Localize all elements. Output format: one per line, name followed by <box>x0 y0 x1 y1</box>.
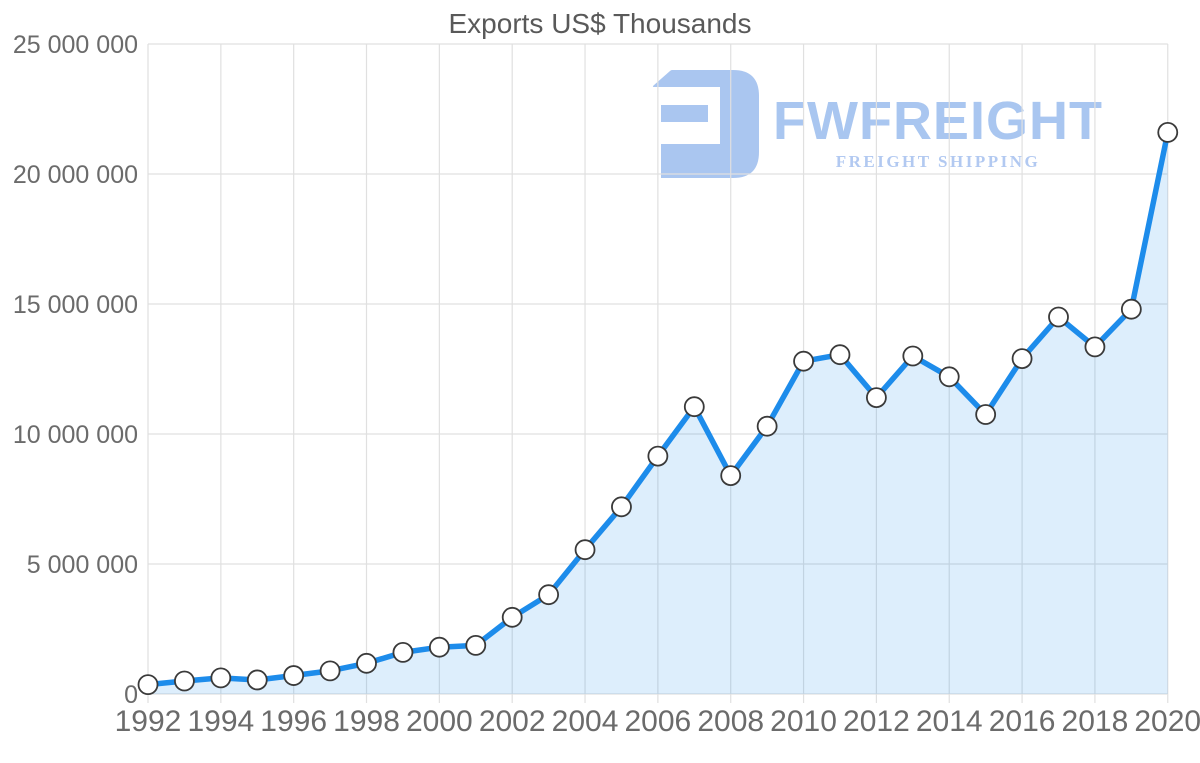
x-tick-label: 2010 <box>770 705 837 738</box>
data-point-1994[interactable] <box>210 667 232 689</box>
x-tick-label: 2020 <box>1134 705 1200 738</box>
watermark-text: FWFREIGHT FREIGHT SHIPPING <box>773 70 1103 172</box>
x-tick-label: 2004 <box>552 705 619 738</box>
y-tick-label: 15 000 000 <box>13 291 138 319</box>
x-tick-label: 2018 <box>1062 705 1129 738</box>
y-tick-label: 10 000 000 <box>13 421 138 449</box>
data-point-2019[interactable] <box>1120 298 1142 320</box>
x-tick-label: 1994 <box>187 705 254 738</box>
y-tick-label: 20 000 000 <box>13 161 138 189</box>
data-point-2015[interactable] <box>975 404 997 425</box>
data-point-1995[interactable] <box>246 669 268 691</box>
data-point-2018[interactable] <box>1084 336 1106 358</box>
data-point-2002[interactable] <box>501 606 523 628</box>
y-tick-label: 5 000 000 <box>27 551 138 579</box>
chart-title: Exports US$ Thousands <box>448 8 752 39</box>
data-point-2013[interactable] <box>902 345 924 367</box>
area-fill <box>148 132 1168 694</box>
data-point-1997[interactable] <box>319 660 341 682</box>
x-tick-label: 2012 <box>843 705 910 738</box>
x-tick-label: 2014 <box>916 705 983 738</box>
x-tick-label: 1992 <box>115 705 182 738</box>
data-point-1993[interactable] <box>174 670 195 692</box>
watermark: FWFREIGHT FREIGHT SHIPPING <box>646 70 1103 185</box>
data-point-2011[interactable] <box>829 344 851 366</box>
y-tick-label: 0 <box>124 681 138 709</box>
data-point-2001[interactable] <box>465 634 487 656</box>
data-point-2012[interactable] <box>866 387 887 409</box>
data-point-2020[interactable] <box>1157 121 1179 143</box>
fwfreight-logo-icon <box>646 70 759 185</box>
data-point-1999[interactable] <box>392 642 414 663</box>
data-point-1998[interactable] <box>356 652 377 674</box>
x-tick-label: 2008 <box>697 705 764 738</box>
data-point-2009[interactable] <box>756 415 778 437</box>
data-point-2008[interactable] <box>720 465 742 487</box>
data-point-2003[interactable] <box>538 584 560 606</box>
x-tick-label: 2002 <box>479 705 546 738</box>
data-point-2017[interactable] <box>1048 306 1069 328</box>
data-point-1996[interactable] <box>283 665 305 686</box>
data-point-1992[interactable] <box>137 674 159 696</box>
x-tick-label: 2000 <box>406 705 473 738</box>
x-tick-label: 1998 <box>333 705 400 738</box>
data-point-2010[interactable] <box>793 350 814 372</box>
data-point-2000[interactable] <box>428 636 450 658</box>
y-tick-label: 25 000 000 <box>13 31 138 59</box>
x-tick-label: 2006 <box>625 705 692 738</box>
data-point-2004[interactable] <box>574 539 596 561</box>
data-point-2007[interactable] <box>683 396 705 418</box>
data-point-2005[interactable] <box>611 496 632 518</box>
x-tick-label: 1996 <box>260 705 327 738</box>
watermark-tagline: FREIGHT SHIPPING <box>835 152 1041 171</box>
x-tick-label: 2016 <box>989 705 1056 738</box>
watermark-brand: FWFREIGHT <box>773 91 1103 151</box>
data-point-2014[interactable] <box>938 366 960 388</box>
data-point-2006[interactable] <box>647 445 669 467</box>
data-point-2016[interactable] <box>1011 348 1033 370</box>
